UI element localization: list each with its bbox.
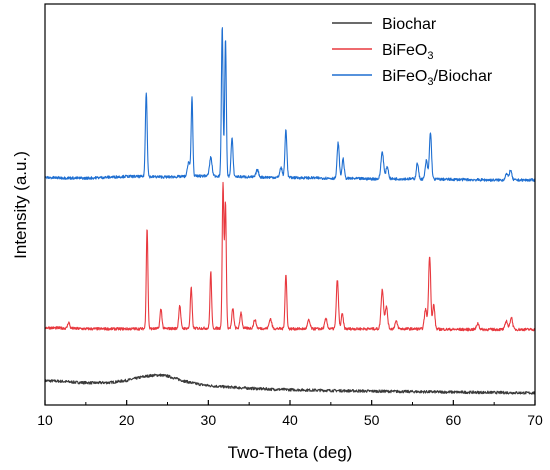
x-axis: 10 20 30 40 50 60 70 — [37, 400, 543, 428]
series-layer — [44, 27, 536, 395]
x-tick-label: 60 — [446, 412, 462, 428]
plot-frame — [44, 3, 536, 406]
series-line-1 — [44, 181, 536, 332]
y-axis-title: Intensity (a.u.) — [11, 151, 30, 259]
series-line-0 — [44, 373, 536, 395]
x-tick-label: 10 — [37, 412, 53, 428]
x-tick-label: 40 — [282, 412, 298, 428]
x-tick-label: 20 — [119, 412, 135, 428]
legend-entry: BiFeO3 — [382, 42, 433, 62]
legend: Biochar BiFeO3 BiFeO3/Biochar — [332, 16, 493, 88]
legend-entry: Biochar — [382, 16, 437, 33]
x-tick-label: 50 — [364, 412, 380, 428]
x-tick-label: 30 — [201, 412, 217, 428]
legend-entry: BiFeO3/Biochar — [382, 68, 493, 88]
x-tick-label: 70 — [527, 412, 543, 428]
series-line-2 — [44, 27, 536, 182]
x-axis-title: Two-Theta (deg) — [228, 443, 353, 462]
